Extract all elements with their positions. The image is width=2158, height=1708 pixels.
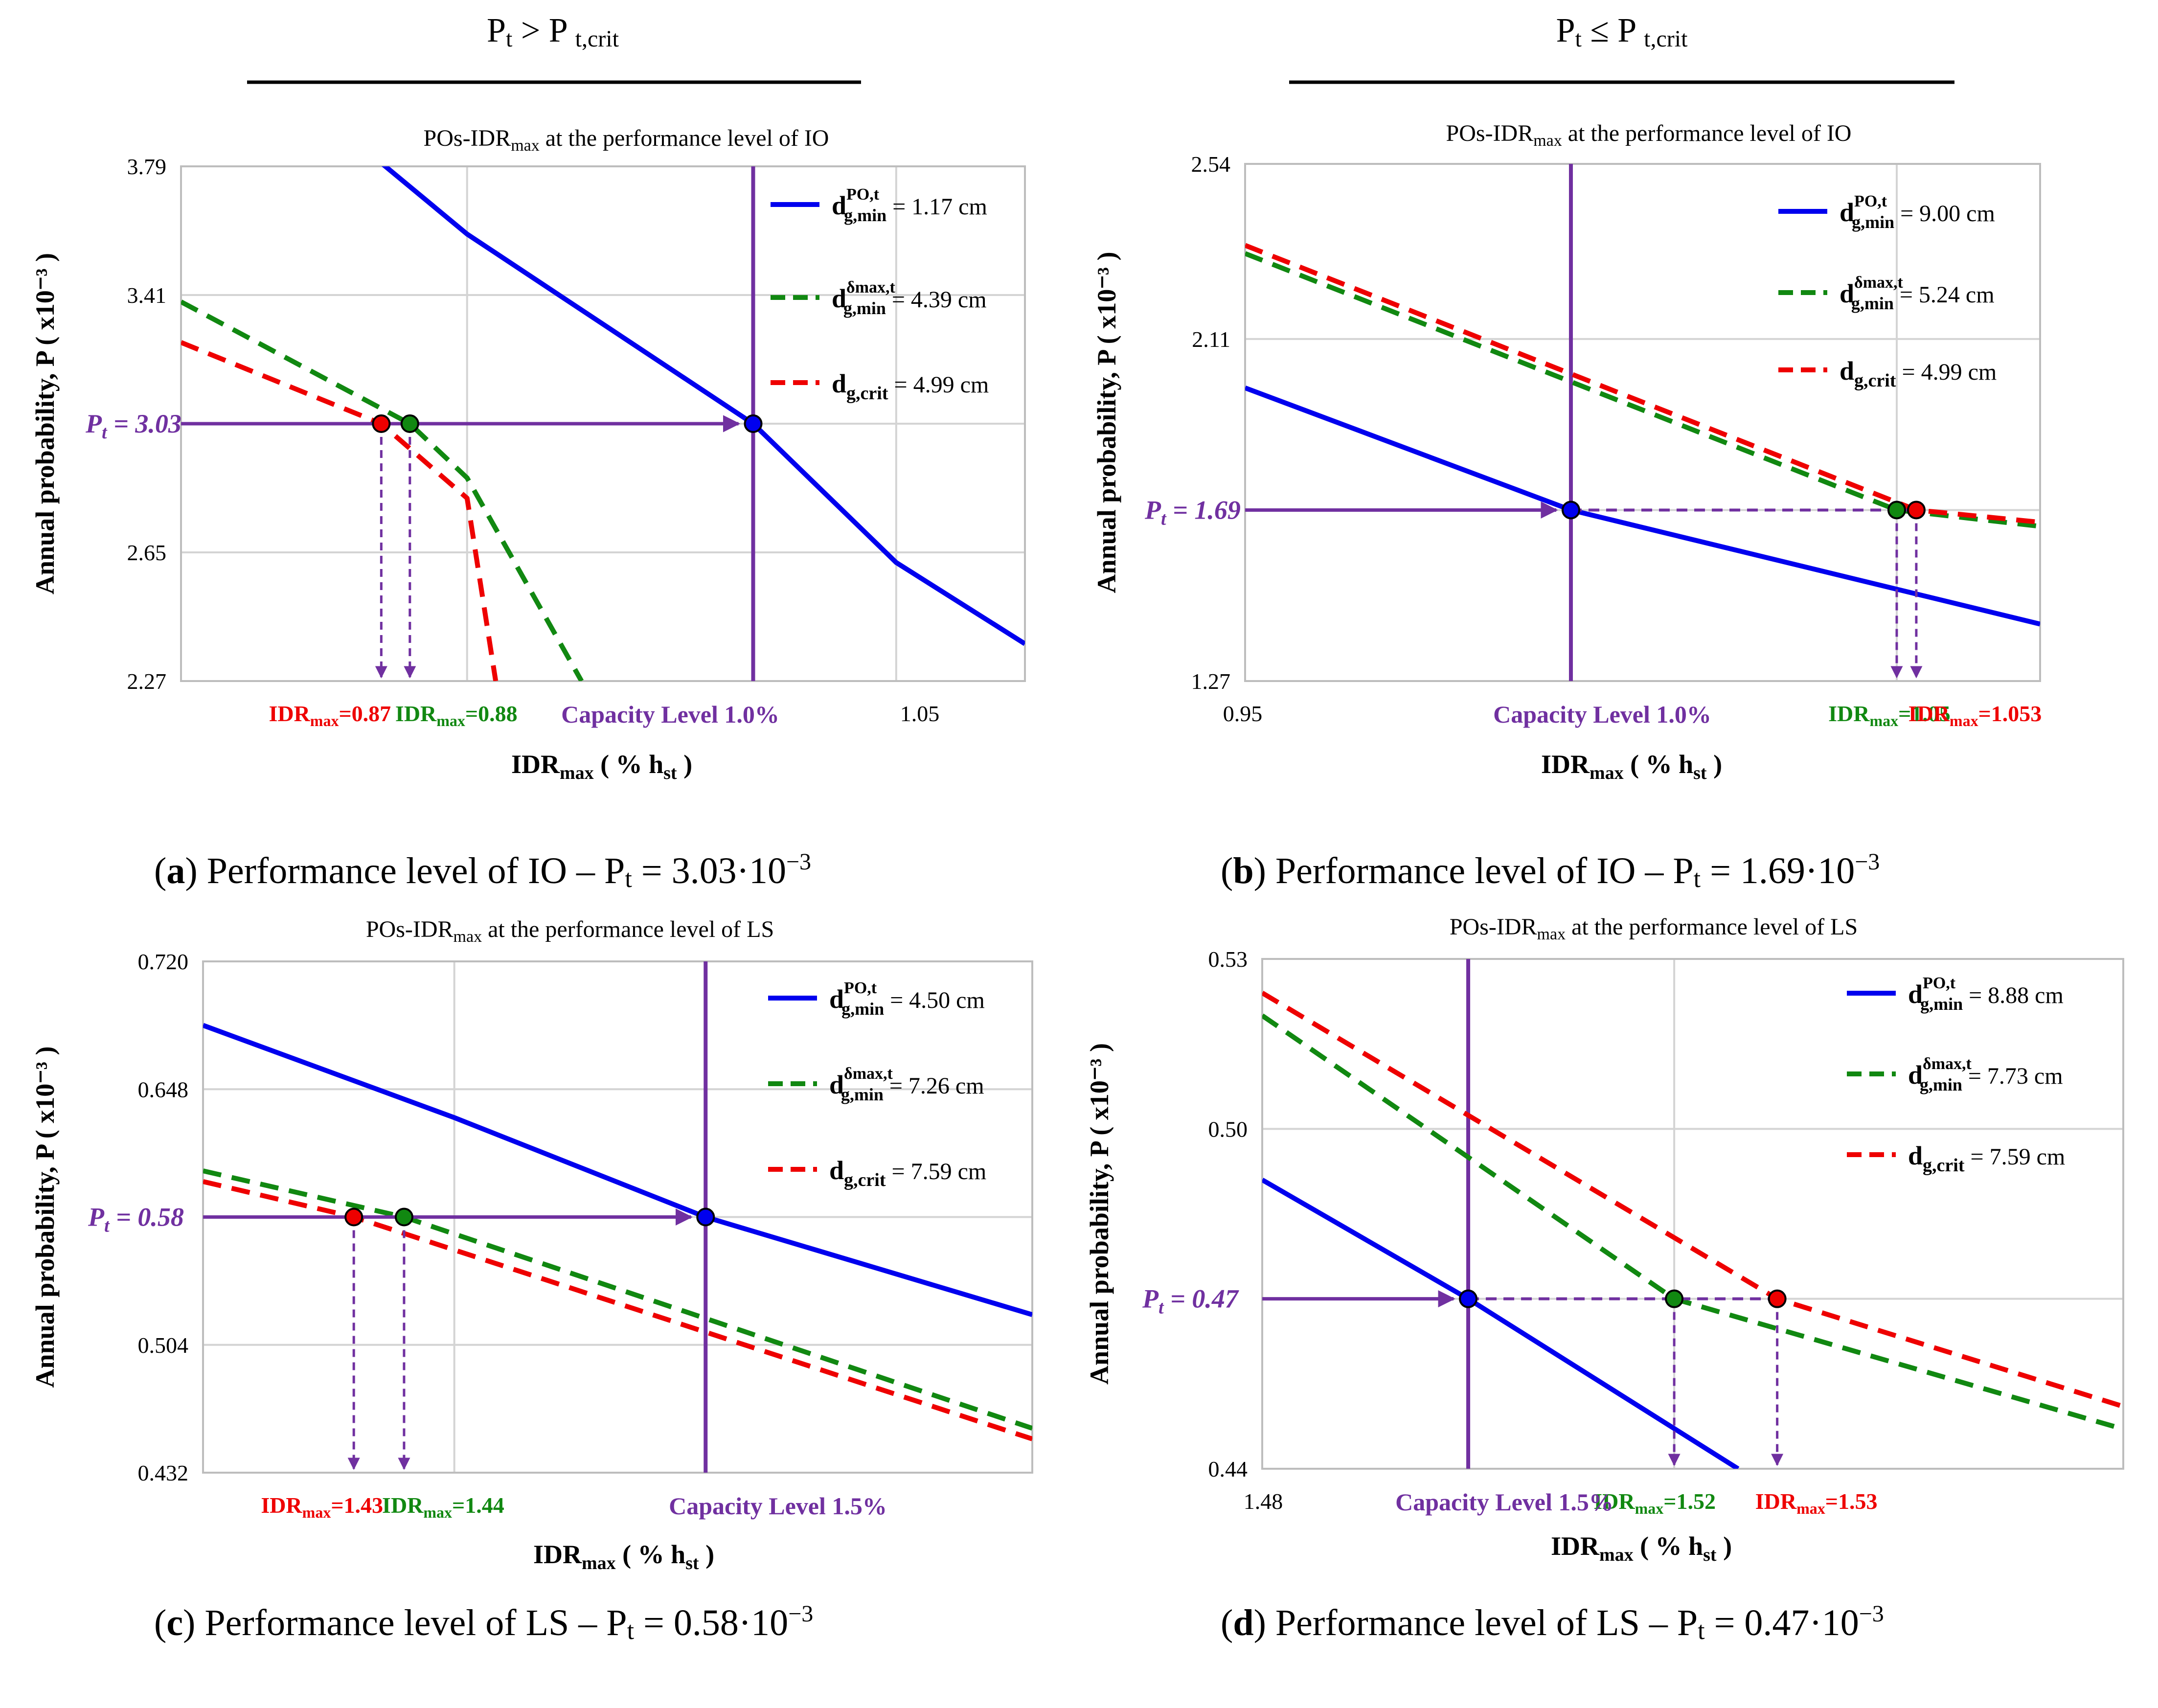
capacity-label: Capacity Level 1.0% [1493, 701, 1711, 728]
series-line-blue [1262, 1178, 1740, 1469]
intersection-point-green [1887, 501, 1906, 520]
intersection-point-green [1665, 1289, 1684, 1308]
legend-label-green: dδmax,t g,min = 4.39 cm [832, 278, 987, 318]
x-tick-label: 1.05 [900, 701, 940, 726]
series-line-blue [203, 1023, 1032, 1317]
legend: dPO,t g,min = 1.17 cm dδmax,t g,min = 4.39 … [771, 185, 989, 404]
panel-b: POs-IDRmax at the performance level of I… [1092, 120, 2042, 893]
y-tick-label: 3.79 [127, 154, 167, 179]
y-axis-label: Annual probability, P ( x10⁻³ ) [1092, 252, 1121, 593]
y-tick-label: 0.504 [138, 1333, 189, 1358]
intersection-point-green [400, 414, 419, 433]
x-axis-label: IDRmax ( % hst ) [533, 1540, 714, 1573]
chart-panels: POs-IDRmax at the performance level of I… [30, 120, 2124, 1645]
panel-caption: (d) Performance level of LS – Pt = 0.47·… [1221, 1601, 1884, 1645]
capacity-point [696, 1207, 715, 1227]
x-axis-label: IDRmax ( % hst ) [1551, 1531, 1732, 1565]
panel-caption: (c) Performance level of LS – Pt = 0.58·… [154, 1601, 813, 1645]
y-tick-label: 0.44 [1208, 1457, 1248, 1481]
y-axis-label: Annual probability, P ( x10⁻³ ) [30, 253, 60, 594]
y-tick-label: 2.65 [127, 540, 167, 565]
panel-a: POs-IDRmax at the performance level of I… [30, 125, 1026, 893]
series-line-green [1245, 251, 2040, 529]
legend-label-red: dg,crit = 4.99 cm [1840, 356, 1997, 391]
chart-title: POs-IDRmax at the performance level of I… [1446, 120, 1852, 150]
legend: dPO,t g,min = 8.88 cm dδmax,t g,min = 7.73 … [1847, 974, 2065, 1176]
intersection-point-red [1768, 1289, 1787, 1308]
intersection-point-green [394, 1207, 413, 1227]
y-axis-label: Annual probability, P ( x10⁻³ ) [1085, 1043, 1114, 1385]
series-line-blue [381, 166, 1025, 646]
legend-label-green: dδmax,t g,min = 7.26 cm [829, 1065, 984, 1104]
legend-label-red: dg,crit = 7.59 cm [1908, 1141, 2065, 1176]
column-headers: Pt > P t,crit Pt ≤ P t,crit [247, 12, 1954, 84]
capacity-point [744, 414, 763, 433]
legend-label-blue: dPO,t g,min = 9.00 cm [1840, 192, 1995, 232]
legend-label-red: dg,crit = 7.59 cm [829, 1156, 986, 1190]
pt-value-label: Pt = 3.03 [85, 409, 182, 443]
plot-frame [1244, 163, 2041, 682]
series-line-red [1262, 991, 2123, 1409]
series-line-red [203, 1179, 1032, 1441]
y-tick-label: 0.53 [1208, 947, 1248, 972]
capacity-label: Capacity Level 1.0% [561, 701, 779, 728]
capacity-label: Capacity Level 1.5% [1395, 1488, 1613, 1516]
column-header-1: Pt > P t,crit [487, 12, 619, 52]
legend-label-blue: dPO,t g,min = 1.17 cm [832, 185, 987, 225]
chart-title: POs-IDRmax at the performance level of L… [366, 916, 774, 946]
legend: dPO,t g,min = 9.00 cm dδmax,t g,min = 5.24 … [1778, 192, 1997, 391]
capacity-label: Capacity Level 1.5% [669, 1492, 887, 1520]
chart-title: POs-IDRmax at the performance level of I… [424, 125, 829, 155]
legend-label-blue: dPO,t g,min = 8.88 cm [1908, 974, 2064, 1014]
series-line-red [181, 340, 499, 681]
pt-value-label: Pt = 0.58 [88, 1203, 184, 1236]
y-tick-label: 2.11 [1192, 327, 1230, 352]
column-header-2: Pt ≤ P t,crit [1556, 12, 1688, 52]
x-tick-label: 0.95 [1223, 701, 1263, 726]
series-line-green [181, 299, 584, 681]
y-tick-label: 1.27 [1191, 669, 1231, 694]
idr-label-green: IDRmax=1.52 [1593, 1489, 1716, 1517]
plot-frame [1261, 958, 2124, 1470]
idr-label-green: IDRmax=0.88 [395, 701, 518, 729]
y-axis-label: Annual probability, P ( x10⁻³ ) [30, 1047, 60, 1388]
y-tick-label: 2.54 [1191, 152, 1231, 177]
panel-d: POs-IDRmax at the performance level of L… [1085, 914, 2124, 1645]
panel-c: POs-IDRmax at the performance level of L… [30, 916, 1033, 1645]
pt-value-label: Pt = 1.69 [1144, 495, 1241, 529]
capacity-point [1459, 1289, 1478, 1308]
idr-label-red: IDRmax=1.53 [1755, 1489, 1878, 1517]
intersection-point-red [372, 414, 391, 433]
legend-label-blue: dPO,t g,min = 4.50 cm [829, 979, 985, 1019]
legend-label-green: dδmax,t g,min = 5.24 cm [1840, 273, 1995, 313]
intersection-point-red [344, 1207, 363, 1227]
legend-label-green: dδmax,t g,min = 7.73 cm [1908, 1055, 2063, 1094]
idr-label-green: IDRmax=1.44 [382, 1493, 504, 1521]
intersection-point-red [1907, 501, 1926, 520]
panel-caption: (a) Performance level of IO – Pt = 3.03·… [154, 849, 811, 893]
legend-label-red: dg,crit = 4.99 cm [832, 369, 989, 404]
pt-value-label: Pt = 0.47 [1142, 1284, 1239, 1318]
y-tick-label: 0.50 [1208, 1116, 1248, 1141]
y-tick-label: 2.27 [127, 669, 167, 694]
panel-caption: (b) Performance level of IO – Pt = 1.69·… [1221, 849, 1880, 893]
idr-label-red: IDRmax=1.053 [1908, 701, 2042, 729]
idr-label-red: IDRmax=1.43 [261, 1493, 383, 1521]
x-axis-label: IDRmax ( % hst ) [511, 750, 692, 783]
y-tick-label: 0.648 [138, 1077, 189, 1102]
x-tick-label: 1.48 [1244, 1489, 1283, 1514]
legend: dPO,t g,min = 4.50 cm dδmax,t g,min = 7.26 … [768, 979, 986, 1190]
y-tick-label: 0.720 [138, 949, 189, 974]
y-tick-label: 3.41 [127, 283, 167, 308]
x-axis-label: IDRmax ( % hst ) [1541, 750, 1722, 783]
chart-title: POs-IDRmax at the performance level of L… [1450, 914, 1858, 943]
capacity-point [1561, 501, 1580, 520]
idr-label-red: IDRmax=0.87 [269, 701, 391, 729]
y-tick-label: 0.432 [138, 1460, 189, 1485]
idr-label-green: IDRmax=1.05 [1828, 701, 1951, 729]
